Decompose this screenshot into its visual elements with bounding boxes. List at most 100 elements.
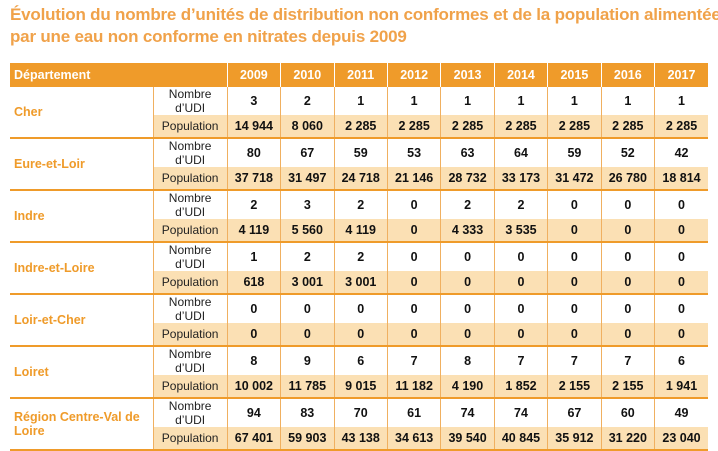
udi-cell: 61 — [387, 398, 442, 427]
population-cell: 3 001 — [280, 271, 335, 295]
population-cell: 2 285 — [654, 115, 708, 139]
udi-cell: 53 — [387, 138, 442, 167]
population-cell: 0 — [547, 219, 602, 243]
population-cell: 35 912 — [547, 427, 602, 451]
udi-cell: 8 — [440, 346, 495, 375]
header-year: 2012 — [387, 63, 442, 87]
title-line-1: Évolution du nombre d’unités de distribu… — [10, 5, 718, 24]
udi-cell: 0 — [280, 294, 335, 323]
row-label-udi: Nombre d’UDI — [153, 398, 228, 427]
table-row-population: Population 618 3 001 3 001 0 0 0 0 0 0 — [10, 271, 708, 295]
population-cell: 0 — [654, 323, 708, 347]
row-label-population: Population — [153, 427, 228, 451]
population-cell: 0 — [654, 271, 708, 295]
population-cell: 1 852 — [494, 375, 549, 399]
header-year: 2015 — [547, 63, 602, 87]
population-cell: 0 — [440, 271, 495, 295]
udi-cell: 74 — [494, 398, 549, 427]
population-cell: 2 285 — [601, 115, 656, 139]
udi-cell: 0 — [547, 242, 602, 271]
table-row-udi: Cher Nombre d’UDI 3 2 1 1 1 1 1 1 1 — [10, 87, 708, 139]
department-name: Eure-et-Loir — [10, 138, 154, 191]
udi-cell: 0 — [654, 190, 708, 219]
population-cell: 0 — [601, 219, 656, 243]
header-year: 2013 — [440, 63, 495, 87]
row-label-population: Population — [153, 323, 228, 347]
row-label-population: Population — [153, 375, 228, 399]
population-cell: 2 285 — [334, 115, 388, 139]
population-cell: 0 — [601, 323, 656, 347]
header-year: 2017 — [654, 63, 708, 87]
population-cell: 31 472 — [547, 167, 602, 191]
row-label-udi: Nombre d’UDI — [153, 190, 228, 219]
population-cell: 0 — [387, 219, 442, 243]
udi-cell: 1 — [654, 87, 708, 115]
population-cell: 40 845 — [494, 427, 549, 451]
population-cell: 0 — [280, 323, 335, 347]
population-cell: 23 040 — [654, 427, 708, 451]
population-cell: 5 560 — [280, 219, 335, 243]
udi-cell: 0 — [440, 242, 495, 271]
udi-cell: 0 — [601, 294, 656, 323]
udi-cell: 0 — [387, 242, 442, 271]
population-cell: 1 941 — [654, 375, 708, 399]
udi-cell: 80 — [227, 138, 282, 167]
udi-cell: 42 — [654, 138, 708, 167]
population-cell: 4 333 — [440, 219, 495, 243]
header-year: 2009 — [227, 63, 282, 87]
department-name: Indre — [10, 190, 154, 243]
population-cell: 3 535 — [494, 219, 549, 243]
population-cell: 37 718 — [227, 167, 282, 191]
population-cell: 0 — [601, 271, 656, 295]
udi-cell: 67 — [547, 398, 602, 427]
udi-cell: 0 — [440, 294, 495, 323]
udi-cell: 3 — [227, 87, 282, 115]
population-cell: 24 718 — [334, 167, 388, 191]
population-cell: 21 146 — [387, 167, 442, 191]
population-cell: 43 138 — [334, 427, 388, 451]
udi-cell: 0 — [601, 242, 656, 271]
row-label-population: Population — [153, 167, 228, 191]
table-row-population: Population 10 002 11 785 9 015 11 182 4 190 1 … — [10, 375, 708, 399]
population-cell: 0 — [440, 323, 495, 347]
udi-cell: 2 — [494, 190, 549, 219]
page-title: Évolution du nombre d’unités de distribu… — [10, 4, 718, 48]
population-cell: 26 780 — [601, 167, 656, 191]
population-cell: 0 — [494, 323, 549, 347]
udi-cell: 70 — [334, 398, 388, 427]
population-cell: 0 — [547, 271, 602, 295]
table-row-population: Population 37 718 31 497 24 718 21 146 28 732… — [10, 167, 708, 191]
department-name: Région Centre-Val de Loire — [10, 398, 154, 451]
row-label-population: Population — [153, 271, 228, 295]
title-line-2: par une eau non conforme en nitrates dep… — [10, 27, 407, 46]
row-label-population: Population — [153, 219, 228, 243]
population-cell: 11 182 — [387, 375, 442, 399]
udi-cell: 49 — [654, 398, 708, 427]
nitrates-table: Département 2009 2010 2011 2012 2013 201… — [10, 63, 708, 451]
udi-cell: 67 — [280, 138, 335, 167]
udi-cell: 2 — [334, 190, 388, 219]
header-year: 2010 — [280, 63, 335, 87]
population-cell: 0 — [494, 271, 549, 295]
udi-cell: 74 — [440, 398, 495, 427]
udi-cell: 0 — [654, 242, 708, 271]
udi-cell: 8 — [227, 346, 282, 375]
table-row-udi: Loir-et-Cher Nombre d’UDI 0 0 0 0 0 0 0 0 0 — [10, 294, 708, 347]
udi-cell: 60 — [601, 398, 656, 427]
udi-cell: 1 — [387, 87, 442, 115]
department-name: Loiret — [10, 346, 154, 399]
udi-cell: 7 — [601, 346, 656, 375]
department-name: Cher — [10, 87, 154, 139]
row-label-udi: Nombre d’UDI — [153, 294, 228, 323]
udi-cell: 0 — [334, 294, 388, 323]
table-row-population: Population 0 0 0 0 0 0 0 0 0 — [10, 323, 708, 347]
udi-cell: 2 — [227, 190, 282, 219]
population-cell: 2 285 — [387, 115, 442, 139]
udi-cell: 0 — [494, 242, 549, 271]
udi-cell: 59 — [334, 138, 388, 167]
udi-cell: 0 — [494, 294, 549, 323]
udi-cell: 7 — [547, 346, 602, 375]
udi-cell: 1 — [440, 87, 495, 115]
udi-cell: 6 — [654, 346, 708, 375]
udi-cell: 63 — [440, 138, 495, 167]
